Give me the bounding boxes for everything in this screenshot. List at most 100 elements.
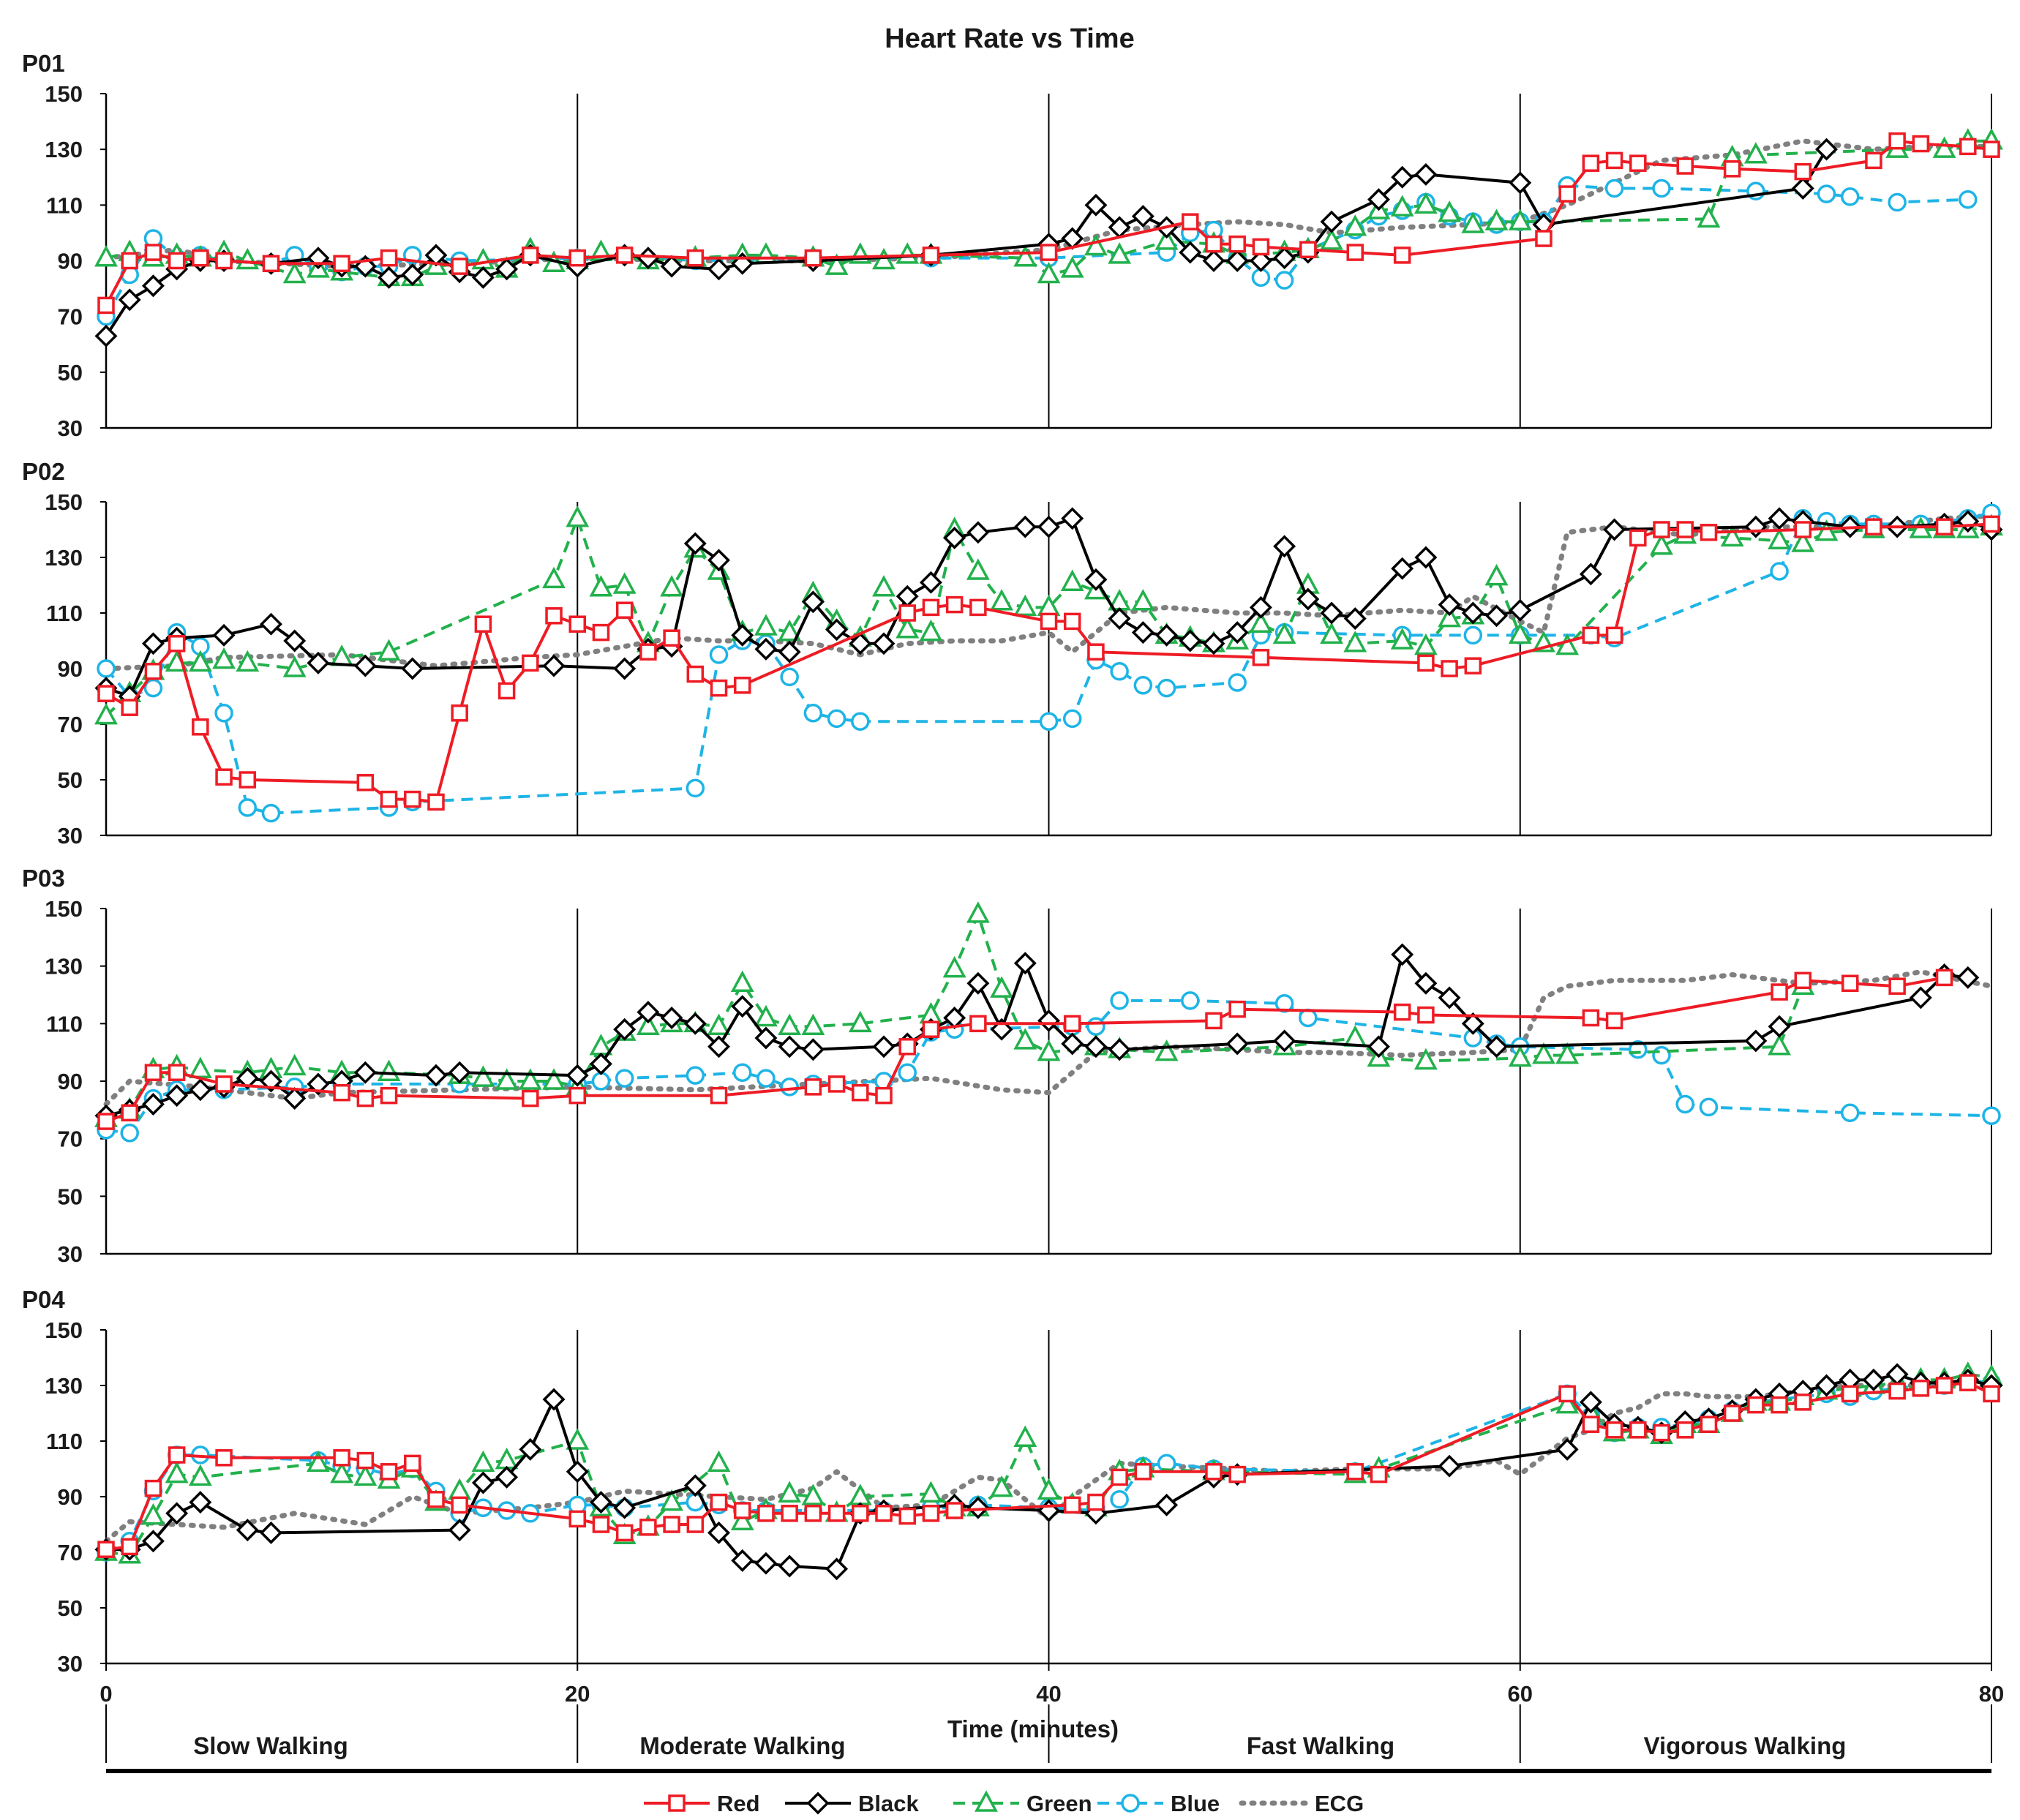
point-red-p02-13 <box>498 682 516 700</box>
point-red-p02-36 <box>1605 626 1623 644</box>
point-black-p01-31 <box>1179 241 1202 264</box>
point-black-p02-28 <box>1037 515 1060 538</box>
point-green-p03-25 <box>801 1013 825 1036</box>
point-red-p01-4 <box>192 249 209 267</box>
point-red-p01-32 <box>1865 151 1882 170</box>
point-red-p03-12 <box>827 1075 846 1093</box>
point-black-p02-34 <box>1179 629 1202 653</box>
point-green-p02-10 <box>542 566 566 589</box>
point-red-p01-8 <box>380 249 398 267</box>
point-red-p03-23 <box>1582 1009 1600 1027</box>
point-red-p01-22 <box>1346 244 1364 261</box>
point-red-p01-18 <box>1205 235 1223 253</box>
point-red-p02-6 <box>239 771 257 789</box>
point-black-p02-49 <box>1603 518 1626 541</box>
y-tick-label-p03-90: 90 <box>58 1069 83 1094</box>
point-black-p04-6 <box>260 1521 282 1544</box>
point-black-p01-0 <box>94 324 118 347</box>
point-green-p04-26 <box>919 1481 943 1503</box>
point-red-p04-18 <box>733 1502 751 1519</box>
point-blue-p03-31 <box>1675 1094 1694 1114</box>
point-blue-p02-7 <box>261 803 281 823</box>
point-black-p03-22 <box>754 1026 778 1050</box>
point-black-p04-18 <box>754 1552 778 1575</box>
point-red-p01-11 <box>568 249 586 267</box>
point-black-p02-47 <box>1509 598 1532 622</box>
point-green-p01-45 <box>1461 211 1485 233</box>
point-green-p02-26 <box>919 619 943 642</box>
point-black-p03-15 <box>589 1052 612 1075</box>
series-red-p04 <box>97 1374 2000 1558</box>
point-red-p02-42 <box>1865 518 1882 535</box>
y-tick-label-p02-110: 110 <box>46 601 83 626</box>
point-red-p04-21 <box>804 1505 822 1522</box>
point-red-p02-26 <box>945 595 964 614</box>
y-tick-label-p04-70: 70 <box>58 1540 83 1565</box>
point-blue-p02-10 <box>686 778 705 798</box>
point-black-p02-45 <box>1461 601 1484 625</box>
point-red-p01-33 <box>1888 132 1906 150</box>
point-red-p04-22 <box>827 1505 846 1522</box>
point-red-p03-19 <box>1205 1012 1223 1030</box>
point-green-p04-7 <box>353 1464 378 1486</box>
point-red-p04-31 <box>1134 1463 1152 1481</box>
point-green-p02-40 <box>1249 611 1273 633</box>
point-red-p02-14 <box>522 654 539 672</box>
point-red-p04-42 <box>1700 1415 1718 1433</box>
point-black-p04-13 <box>589 1491 612 1514</box>
point-red-p04-19 <box>757 1505 775 1522</box>
point-black-p03-37 <box>1273 1029 1296 1053</box>
point-red-p04-14 <box>639 1519 657 1536</box>
point-red-p02-37 <box>1629 529 1647 547</box>
point-green-p02-52 <box>1555 633 1580 655</box>
point-black-p03-40 <box>1414 971 1438 995</box>
point-red-p01-10 <box>522 247 539 264</box>
point-blue-p03-12 <box>732 1063 752 1082</box>
point-green-p03-12 <box>495 1068 519 1090</box>
point-green-p04-20 <box>730 1508 754 1530</box>
point-green-p01-31 <box>1060 256 1084 278</box>
point-black-p02-25 <box>943 526 966 549</box>
point-red-p02-10 <box>427 793 445 811</box>
point-red-p04-28 <box>1063 1496 1081 1514</box>
point-red-p04-8 <box>404 1454 421 1473</box>
point-black-p04-15 <box>683 1474 707 1497</box>
point-black-p02-15 <box>707 549 730 572</box>
point-black-p02-35 <box>1202 632 1225 655</box>
point-red-p01-24 <box>1535 230 1552 247</box>
point-blue-p01-38 <box>1652 178 1671 198</box>
point-black-p03-11 <box>353 1061 377 1084</box>
series-line-green-p03 <box>105 912 1805 1120</box>
point-red-p04-15 <box>663 1516 680 1533</box>
point-black-p01-35 <box>1273 247 1296 270</box>
point-red-p03-25 <box>1771 983 1788 1001</box>
point-blue-p02-15 <box>803 704 823 723</box>
point-black-p03-6 <box>236 1067 259 1090</box>
point-green-p03-42 <box>1555 1042 1580 1064</box>
point-red-p02-44 <box>1983 515 2000 533</box>
point-green-p01-44 <box>1438 200 1462 222</box>
point-green-p04-31 <box>1037 1478 1061 1500</box>
point-red-p03-2 <box>144 1064 162 1081</box>
phase-label-fast-walking: Fast Walking <box>1247 1732 1394 1759</box>
point-red-p01-35 <box>1959 138 1977 156</box>
point-red-p01-23 <box>1393 247 1411 264</box>
point-black-p02-37 <box>1249 595 1272 619</box>
point-red-p03-28 <box>1888 977 1906 995</box>
point-red-p03-24 <box>1605 1012 1623 1030</box>
panel-p02: P02 30 50 70 90 110 130 150 <box>22 458 2003 849</box>
legend-label-blue: Blue <box>1171 1791 1220 1816</box>
point-red-p04-37 <box>1582 1415 1600 1433</box>
point-black-p03-8 <box>283 1087 307 1110</box>
point-red-p01-5 <box>215 252 233 270</box>
point-green-p01-24 <box>825 253 849 275</box>
point-black-p02-21 <box>849 632 872 655</box>
y-tick-label-p03-110: 110 <box>46 1011 83 1037</box>
point-blue-p01-41 <box>1840 187 1860 206</box>
point-green-p01-26 <box>872 247 896 270</box>
point-red-p01-1 <box>121 252 138 270</box>
panels-layer: P01 30 50 70 90 110 130 150 P02 30 50 70 90 110 130 150… <box>22 50 2003 1677</box>
point-red-p04-48 <box>1888 1382 1906 1400</box>
point-red-p04-40 <box>1653 1424 1670 1442</box>
